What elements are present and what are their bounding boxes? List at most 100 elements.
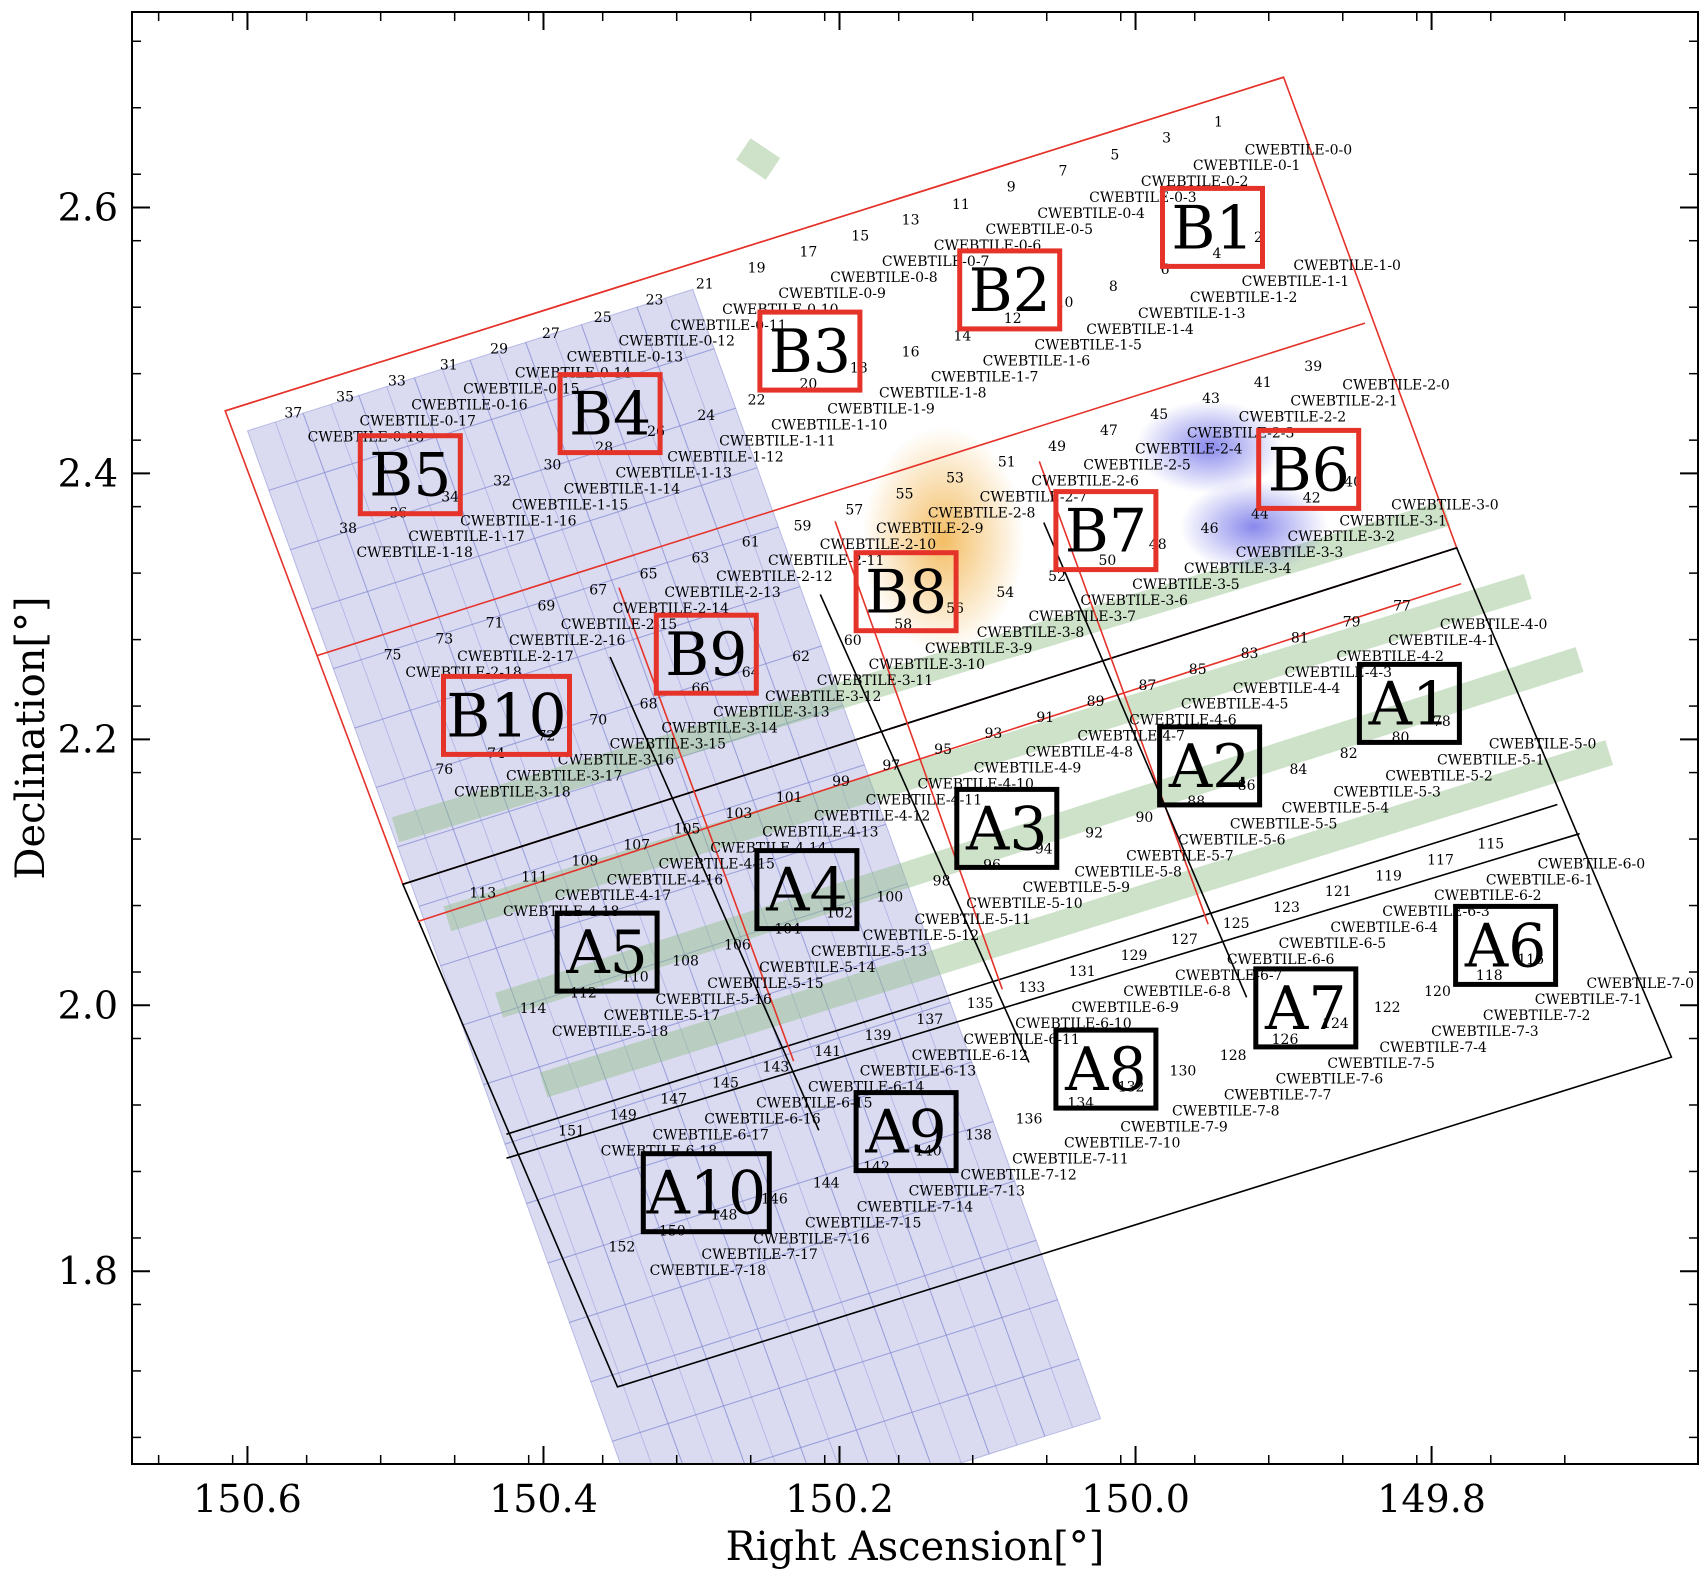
region-box [754, 848, 860, 932]
region-label: A8 [1064, 1035, 1147, 1105]
y-tick-label: 1.8 [58, 1249, 118, 1293]
pointing-subdivision [708, 1278, 731, 1338]
tile-label: CWEBTILE-7-11 [1012, 1152, 1128, 1168]
pointing-subdivision [527, 606, 551, 667]
pointing-subdivision [771, 595, 795, 655]
pointing-subdivision [545, 998, 568, 1059]
tile-label: CWEBTILE-1-1 [1242, 274, 1350, 290]
tile-label: CWEBTILE-5-10 [966, 896, 1082, 912]
pointing-label: 4 [1213, 246, 1222, 262]
tile-label: CWEBTILE-2-15 [561, 617, 677, 633]
region-box [1453, 903, 1559, 987]
region-label: A6 [1464, 911, 1547, 981]
pointing-subdivision [832, 1106, 855, 1166]
pointing-label: 144 [813, 1175, 840, 1191]
tile-label: CWEBTILE-4-4 [1233, 681, 1341, 697]
tile-label: CWEBTILE-3-7 [1029, 609, 1137, 625]
pointing-subdivision [716, 612, 739, 673]
pointing-label: 145 [712, 1076, 739, 1092]
pointing-label: 49 [1048, 439, 1066, 455]
pointing-label: 3 [1162, 130, 1171, 146]
pointing-subdivision [330, 404, 353, 464]
pointing-label: 1 [1214, 114, 1223, 130]
tile-label: CWEBTILE-6-9 [1071, 1000, 1179, 1016]
boundary-line [819, 594, 1030, 1063]
pointing-subdivision [618, 1372, 641, 1433]
pointing-subdivision [699, 1082, 722, 1142]
tile-label: CWEBTILE-5-8 [1074, 864, 1182, 880]
pointing-subdivision [274, 421, 298, 482]
region-box [441, 673, 572, 757]
pointing-label: 116 [1517, 952, 1544, 968]
pointing-label: 133 [1019, 980, 1046, 996]
boundary-line [316, 322, 1366, 657]
pointing-label: 65 [640, 566, 658, 582]
pointing-label: 69 [537, 598, 555, 614]
region-label: A4 [765, 856, 848, 926]
pointing-subdivision [489, 1016, 512, 1076]
tile-label: CWEBTILE-4-16 [607, 872, 724, 888]
pointing-label: 67 [589, 582, 607, 598]
boundary-line [506, 803, 1558, 1135]
tile-label: CWEBTILE-7-6 [1276, 1072, 1384, 1088]
tile-label: CWEBTILE-2-4 [1135, 442, 1243, 458]
tile-label: CWEBTILE-2-10 [820, 537, 936, 553]
x-tick-label: 150.6 [193, 1477, 302, 1521]
pointing-label: 136 [1016, 1112, 1043, 1128]
pointing-label: 54 [996, 585, 1014, 601]
tile-label: CWEBTILE-3-0 [1391, 497, 1499, 513]
pointing-subdivision [425, 837, 448, 898]
pointing-subdivision [523, 939, 547, 999]
tile-label: CWEBTILE-6-6 [1227, 952, 1335, 968]
pointing-label: 62 [792, 649, 810, 665]
region-box [357, 433, 463, 517]
pointing-label: 77 [1393, 598, 1411, 614]
tile-label: CWEBTILE-6-11 [963, 1032, 1079, 1048]
pointing-subdivision [497, 351, 520, 411]
pointing-subdivision [857, 832, 880, 893]
pointing-subdivision [651, 434, 675, 495]
pointing-subdivision [373, 523, 396, 583]
region-box [1160, 185, 1265, 269]
tile-label: CWEBTILE-1-13 [615, 465, 731, 481]
pointing-subdivision [836, 773, 859, 834]
tile-label: CWEBTILE-1-8 [879, 386, 987, 402]
pointing-subdivision [532, 1135, 555, 1195]
pointing-label: 16 [902, 344, 920, 360]
pointing-label: 81 [1291, 630, 1309, 646]
region-label: A2 [1168, 732, 1251, 802]
pointing-label: 86 [1238, 778, 1256, 794]
tile-label: CWEBTILE-3-5 [1132, 577, 1240, 593]
pointing-label: 152 [609, 1239, 636, 1255]
pointing-subdivision [750, 1396, 774, 1457]
tile-label: CWEBTILE-2-9 [876, 521, 984, 537]
tile-label: CWEBTILE-3-16 [558, 753, 675, 769]
tile-label: CWEBTILE-6-15 [756, 1096, 872, 1112]
pointing-label: 137 [916, 1012, 943, 1028]
pointing-label: 27 [542, 326, 560, 342]
pointing-label: 72 [537, 729, 555, 745]
pointing-subdivision [1050, 1367, 1074, 1428]
dense-blue-region [1180, 480, 1328, 574]
pointing-subdivision [917, 1343, 941, 1404]
pointing-subdivision [296, 481, 319, 542]
region-box [853, 550, 959, 634]
tile-label: CWEBTILE-4-8 [1026, 745, 1134, 761]
pointing-label: 128 [1220, 1048, 1247, 1064]
labels-layer: 1357911131517192123252729313335372468101… [284, 114, 1694, 1279]
pointing-subdivision [939, 1403, 962, 1464]
tile-label: CWEBTILE-3-14 [661, 721, 778, 737]
tile-label: CWEBTILE-5-16 [655, 992, 772, 1008]
pointing-label: 97 [882, 758, 900, 774]
dense-blue-region [1135, 400, 1284, 494]
pointing-label: 60 [844, 633, 862, 649]
pointing-label: 85 [1189, 662, 1207, 678]
pointing-tile [1022, 1358, 1102, 1437]
pointing-label: 110 [622, 969, 649, 985]
tile-label: CWEBTILE-3-15 [610, 737, 726, 753]
pointing-label: 106 [724, 937, 751, 953]
tile-label: CWEBTILE-7-9 [1120, 1120, 1228, 1136]
pointing-subdivision [986, 1189, 1009, 1250]
x-tick-label: 150.4 [489, 1477, 598, 1521]
tile-label: CWEBTILE-5-13 [811, 944, 927, 960]
